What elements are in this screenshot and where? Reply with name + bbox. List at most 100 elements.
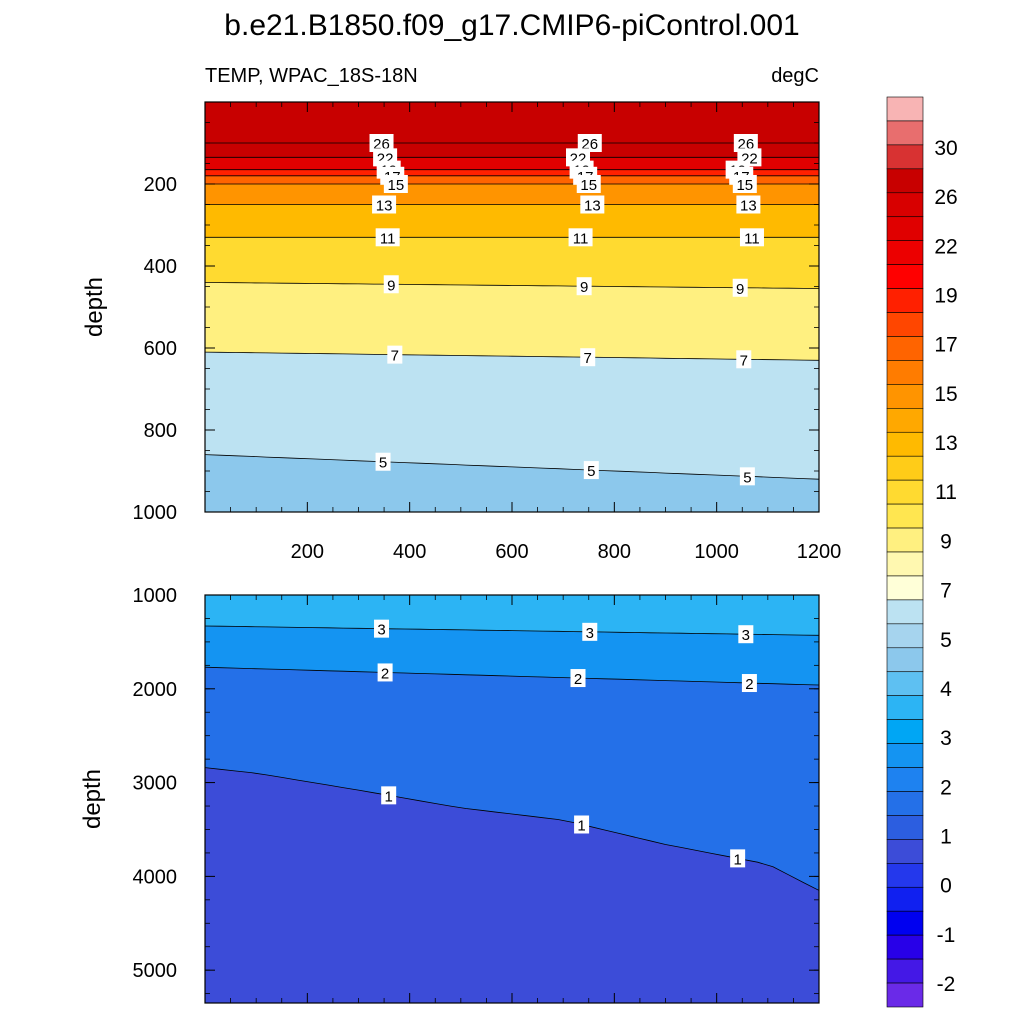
upper-contour-label-box xyxy=(375,452,391,471)
colorbar-swatch xyxy=(886,408,924,433)
lower-isotherm-2 xyxy=(205,666,819,686)
colorbar-label: 26 xyxy=(934,186,957,209)
upper-x-tick-label: 1200 xyxy=(797,541,842,563)
colorbar-swatch xyxy=(886,264,924,289)
upper-x-tick-label: 400 xyxy=(393,541,426,563)
upper-contour-label-box xyxy=(383,275,399,294)
lower-contour-label-box xyxy=(377,663,393,682)
upper-contour-label-box xyxy=(739,228,764,247)
upper-contour-label: 9 xyxy=(736,281,744,298)
upper-y-tick-label: 400 xyxy=(144,256,177,278)
colorbar-label: 7 xyxy=(940,580,952,603)
lower-contour-label-box xyxy=(738,625,754,644)
upper-contour-label-box xyxy=(369,134,394,152)
lower-contour-label-box xyxy=(730,849,746,868)
colorbar-swatch xyxy=(886,695,924,720)
upper-y-tick-label: 1000 xyxy=(133,502,178,524)
colorbar-swatch xyxy=(886,599,924,625)
lower-contour-label: 1 xyxy=(577,817,585,834)
colorbar-label: 15 xyxy=(934,383,957,406)
upper-contour-label: 5 xyxy=(379,455,387,472)
upper-contour-label: 11 xyxy=(573,230,589,247)
colorbar-swatch xyxy=(886,743,924,768)
colorbar-swatch xyxy=(886,288,924,313)
lower-contour-labels: 3 3 3 2 2 2 1 1 1 xyxy=(374,619,757,868)
upper-contour-label: 7 xyxy=(740,352,748,369)
upper-contour-label-box xyxy=(577,134,602,152)
colorbar-swatch xyxy=(886,934,924,960)
colorbar-label: 30 xyxy=(934,137,957,160)
colorbar-swatch xyxy=(886,479,924,505)
upper-contour-label-box xyxy=(736,350,752,369)
lower-y-tick-label: 4000 xyxy=(133,866,178,888)
colorbar-swatch xyxy=(886,958,924,984)
upper-contour-label: 15 xyxy=(580,177,597,194)
upper-contour-label-box xyxy=(576,175,601,193)
lower-contour-label: 1 xyxy=(385,788,393,805)
lower-depth-panel: 3 3 3 2 2 2 1 1 1 1000 2000 3000 4000 5000 depth xyxy=(79,585,820,1004)
upper-contour-label: 9 xyxy=(387,277,395,294)
upper-contour-label: 9 xyxy=(580,279,588,296)
colorbar-swatch xyxy=(886,719,924,744)
upper-isotherm-7 xyxy=(205,351,819,361)
colorbar-swatch xyxy=(886,551,924,577)
lower-axis-ticks: 1000 2000 3000 4000 5000 xyxy=(133,585,819,1003)
upper-axis-ticks: 200 400 600 800 1000 200 400 600 800 1000 1200 xyxy=(133,101,842,563)
colorbar-swatch xyxy=(886,527,924,553)
colorbar-swatch xyxy=(886,767,924,792)
lower-isotherm-1 xyxy=(205,767,819,891)
colorbar-swatch xyxy=(886,384,924,409)
upper-contour-label-box xyxy=(580,348,596,367)
colorbar-swatch xyxy=(886,360,924,385)
upper-contour-label: 7 xyxy=(584,350,592,367)
colorbar-swatch xyxy=(886,647,924,673)
upper-y-tick-label: 800 xyxy=(144,420,177,442)
upper-contour-label-box xyxy=(387,345,403,364)
upper-contour-label-box xyxy=(576,277,592,296)
upper-contour-lines xyxy=(205,142,819,480)
upper-x-tick-label: 1000 xyxy=(694,541,739,563)
colorbar-swatch xyxy=(886,168,924,194)
lower-y-axis-title: depth xyxy=(79,769,106,829)
upper-temperature-fill xyxy=(205,102,819,512)
colorbar-label: 0 xyxy=(940,875,952,898)
colorbar-label: -1 xyxy=(937,924,956,947)
lower-y-tick-label: 5000 xyxy=(133,960,178,982)
colorbar-label: 3 xyxy=(940,727,952,750)
colorbar-label: 9 xyxy=(940,530,952,553)
lower-y-tick-label: 2000 xyxy=(133,679,178,701)
lower-contour-label: 2 xyxy=(745,676,753,693)
lower-contour-lines xyxy=(205,625,819,891)
lower-y-tick-label: 1000 xyxy=(133,585,178,607)
colorbar-label: 17 xyxy=(934,334,957,357)
upper-x-tick-label: 200 xyxy=(291,541,324,563)
lower-contour-label-box xyxy=(570,669,586,688)
upper-contour-label: 11 xyxy=(380,230,396,247)
colorbar-swatch xyxy=(886,120,924,146)
colorbar: 30 26 22 19 17 15 13 11 9 7 5 4 3 2 1 0 -1 -2 xyxy=(886,96,958,1008)
colorbar-swatch xyxy=(886,144,924,170)
colorbar-label: -2 xyxy=(937,973,956,996)
lower-contour-label-box xyxy=(374,619,390,638)
lower-y-tick-label: 3000 xyxy=(133,773,178,795)
upper-contour-label: 13 xyxy=(740,198,757,215)
colorbar-label: 2 xyxy=(940,776,952,799)
colorbar-swatch xyxy=(886,96,924,122)
colorbar-swatch xyxy=(886,575,924,601)
lower-fill-band-1 xyxy=(205,767,819,1003)
upper-contour-label-box xyxy=(568,228,593,247)
colorbar-swatch xyxy=(886,623,924,649)
lower-contour-label: 2 xyxy=(574,671,582,688)
upper-isotherm-9 xyxy=(205,282,819,289)
lower-contour-label: 2 xyxy=(381,665,389,682)
lower-contour-label-box xyxy=(574,815,590,834)
colorbar-label: 22 xyxy=(934,235,957,258)
colorbar-swatch xyxy=(886,839,924,864)
upper-contour-label-box xyxy=(583,461,599,480)
upper-contour-label: 15 xyxy=(736,177,753,194)
colorbar-label: 13 xyxy=(934,432,957,455)
colorbar-label: 5 xyxy=(940,629,952,652)
lower-contour-label: 3 xyxy=(742,627,750,644)
upper-contour-label: 13 xyxy=(584,198,601,215)
lower-contour-label: 3 xyxy=(377,622,385,639)
